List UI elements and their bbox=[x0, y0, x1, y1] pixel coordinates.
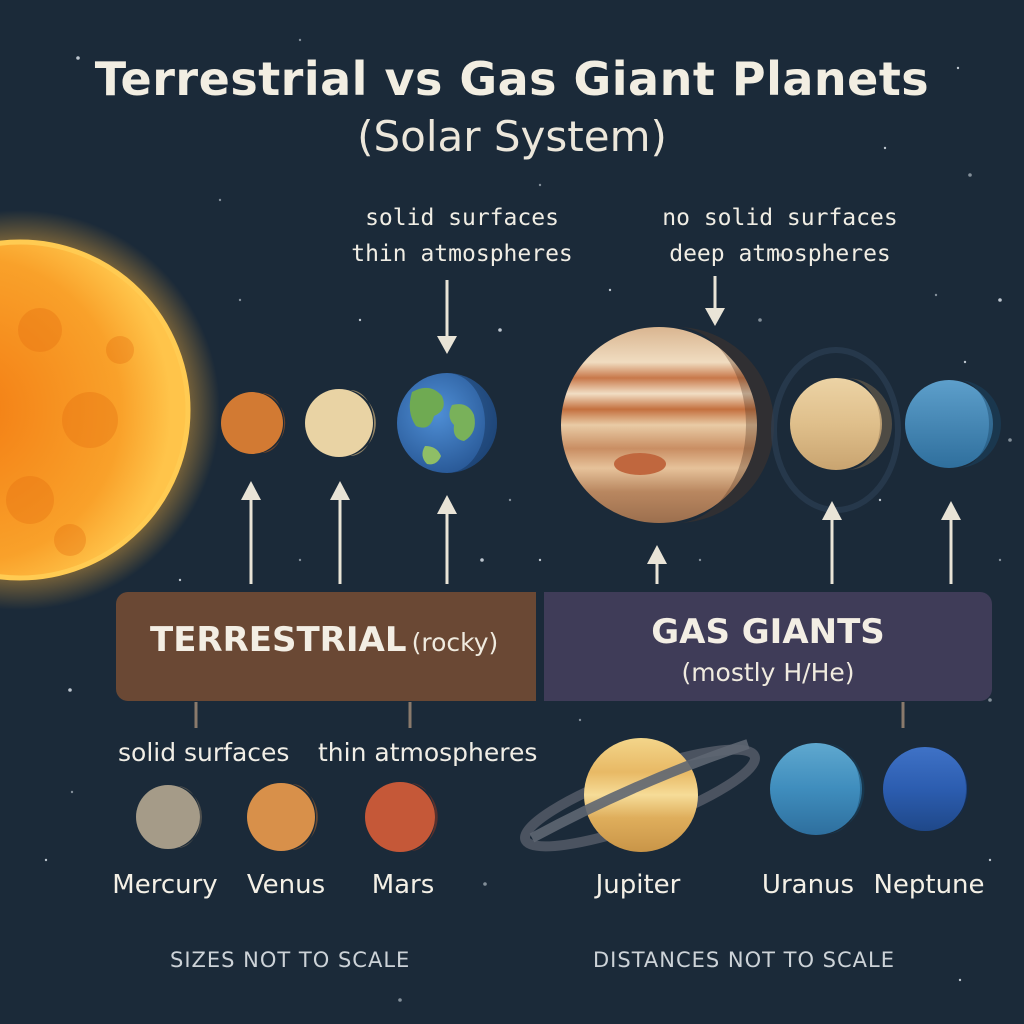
star bbox=[878, 498, 882, 502]
bottom-planet-venus-icon bbox=[247, 783, 318, 851]
star bbox=[483, 882, 487, 886]
star bbox=[883, 146, 887, 150]
page-subtitle: (Solar System) bbox=[357, 112, 667, 161]
terrestrial-band: TERRESTRIAL (rocky) bbox=[116, 592, 536, 701]
up-arrow-3 bbox=[437, 495, 457, 584]
top-planet-jupiter-icon bbox=[561, 327, 774, 523]
star bbox=[298, 558, 302, 562]
star bbox=[238, 298, 242, 302]
star bbox=[178, 578, 182, 582]
top-planet-saturn-icon bbox=[771, 347, 901, 513]
arrows bbox=[241, 276, 961, 584]
sun bbox=[0, 239, 191, 581]
sun-texture bbox=[6, 308, 134, 556]
planet-label-uranus: Uranus bbox=[761, 870, 855, 900]
gas-note: no solid surfaces deep atmospheres bbox=[650, 200, 910, 272]
top-planet-neptune-icon bbox=[905, 380, 1001, 468]
planet-label-mercury: Mercury bbox=[112, 870, 218, 900]
star bbox=[538, 558, 542, 562]
star bbox=[1008, 438, 1012, 442]
up-arrow-5 bbox=[822, 501, 842, 584]
planet-label-venus: Venus bbox=[246, 870, 326, 900]
star bbox=[68, 688, 72, 692]
star bbox=[480, 558, 484, 562]
star bbox=[758, 318, 762, 322]
connector-ticks bbox=[194, 702, 905, 728]
star bbox=[778, 253, 782, 257]
star bbox=[70, 790, 74, 794]
star bbox=[998, 298, 1002, 302]
bottom-planet-mercury-icon bbox=[136, 785, 203, 849]
star bbox=[358, 318, 362, 322]
star bbox=[508, 498, 512, 502]
down-arrow-terrestrial-note bbox=[437, 280, 457, 354]
terrestrial-band-heading: TERRESTRIAL (rocky) bbox=[150, 620, 498, 660]
terrestrial-note-line-2: thin atmospheres bbox=[351, 241, 573, 267]
star bbox=[934, 293, 938, 297]
terrestrial-note-line-1: solid surfaces bbox=[365, 205, 559, 231]
bottom-planet-mars-icon bbox=[365, 782, 438, 852]
gas-band-sublabel: (mostly H/He) bbox=[681, 658, 855, 687]
up-arrow-6 bbox=[941, 501, 961, 584]
gas-note-line-2: deep atmospheres bbox=[669, 241, 891, 267]
star bbox=[218, 198, 222, 202]
star bbox=[538, 183, 542, 187]
planet-label-neptune: Neptune bbox=[873, 870, 985, 900]
down-arrow-gas-note bbox=[705, 276, 725, 326]
up-arrow-4 bbox=[647, 545, 667, 584]
star bbox=[698, 558, 702, 562]
bottom-planet-jupiter-icon bbox=[520, 738, 760, 852]
star bbox=[963, 360, 967, 364]
planet-label-mars: Mars bbox=[371, 870, 435, 900]
star bbox=[608, 288, 612, 292]
star bbox=[956, 66, 960, 70]
top-planet-mercury-icon bbox=[221, 392, 286, 454]
page-title: Terrestrial vs Gas Giant Planets bbox=[94, 52, 930, 106]
feature-solid-surfaces: solid surfaces bbox=[118, 738, 290, 767]
bottom-planet-neptune-icon bbox=[883, 747, 969, 831]
star-field bbox=[44, 38, 1012, 1002]
star bbox=[998, 558, 1002, 562]
up-arrow-2 bbox=[330, 481, 350, 584]
star bbox=[988, 698, 992, 702]
star bbox=[76, 56, 80, 60]
star bbox=[988, 858, 992, 862]
terrestrial-band-sublabel: (rocky) bbox=[411, 628, 499, 657]
star bbox=[578, 718, 582, 722]
gas-band: GAS GIANTS (mostly H/He) bbox=[544, 592, 992, 701]
footer-sizes-note: SIZES NOT TO SCALE bbox=[170, 948, 411, 972]
star bbox=[968, 173, 972, 177]
star bbox=[498, 328, 502, 332]
top-planet-earth-icon bbox=[397, 373, 497, 473]
terrestrial-note: solid surfaces thin atmospheres bbox=[332, 200, 592, 272]
bottom-planet-uranus-icon bbox=[770, 743, 865, 835]
feature-thin-atmospheres: thin atmospheres bbox=[318, 738, 538, 767]
terrestrial-band-label: TERRESTRIAL bbox=[150, 620, 407, 660]
gas-band-label: GAS GIANTS bbox=[651, 612, 885, 652]
footer-distances-note: DISTANCES NOT TO SCALE bbox=[593, 948, 896, 972]
gas-note-line-1: no solid surfaces bbox=[662, 205, 898, 231]
star bbox=[398, 998, 402, 1002]
star bbox=[958, 978, 962, 982]
top-planet-venus-icon bbox=[305, 389, 376, 457]
star bbox=[44, 858, 48, 862]
star bbox=[298, 38, 302, 42]
up-arrow-1 bbox=[241, 481, 261, 584]
planet-label-jupiter: Jupiter bbox=[595, 870, 681, 900]
